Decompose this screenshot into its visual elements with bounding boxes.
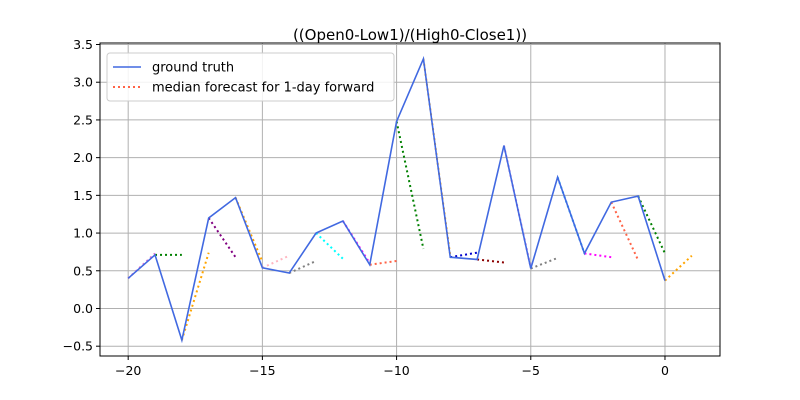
ground-truth-line <box>127 55 666 344</box>
forecast-line <box>261 254 290 269</box>
forecast-line <box>530 257 558 270</box>
forecast-line <box>664 254 693 282</box>
y-tick-label: 3.0 <box>73 75 93 90</box>
forecast-line <box>315 232 344 260</box>
chart-title: ((Open0-Low1)/(High0-Close1)) <box>293 26 527 44</box>
forecast-line <box>369 259 397 266</box>
legend-label-forecast: median forecast for 1-day forward <box>152 81 374 96</box>
x-tick-label: −15 <box>249 363 275 378</box>
forecast-line <box>395 121 425 250</box>
grid <box>100 43 720 356</box>
x-tick-label: −20 <box>115 363 141 378</box>
y-tick-label: 0.0 <box>73 301 93 316</box>
y-tick-label: 0.5 <box>73 263 93 278</box>
y-tick-label: 3.5 <box>73 37 93 52</box>
x-tick-label: 0 <box>661 363 669 378</box>
forecast-line <box>610 201 640 261</box>
forecast-line <box>207 217 237 258</box>
y-tick-label: −0.5 <box>63 339 93 354</box>
x-tick-label: −5 <box>522 363 540 378</box>
y-tick-label: 2.0 <box>73 150 93 165</box>
y-tick-label: 1.5 <box>73 188 93 203</box>
x-tick-label: −10 <box>383 363 409 378</box>
forecast-line <box>637 195 666 254</box>
legend-label-ground-truth: ground truth <box>152 61 234 76</box>
forecast-line <box>476 258 505 264</box>
y-axis: −0.5 0.0 0.5 1.0 1.5 2.0 2.5 3.0 3.5 <box>63 37 100 354</box>
y-tick-label: 1.0 <box>73 226 93 241</box>
plot-frame <box>99 42 721 357</box>
legend: ground truth median forecast for 1-day f… <box>106 52 395 102</box>
ground-truth-series <box>127 55 666 344</box>
y-tick-label: 2.5 <box>73 112 93 127</box>
x-axis: −20 −15 −10 −5 0 <box>115 356 669 378</box>
legend-box <box>106 52 395 102</box>
forecast-line <box>584 252 612 259</box>
forecast-line <box>450 251 478 259</box>
forecast-line <box>180 252 210 341</box>
